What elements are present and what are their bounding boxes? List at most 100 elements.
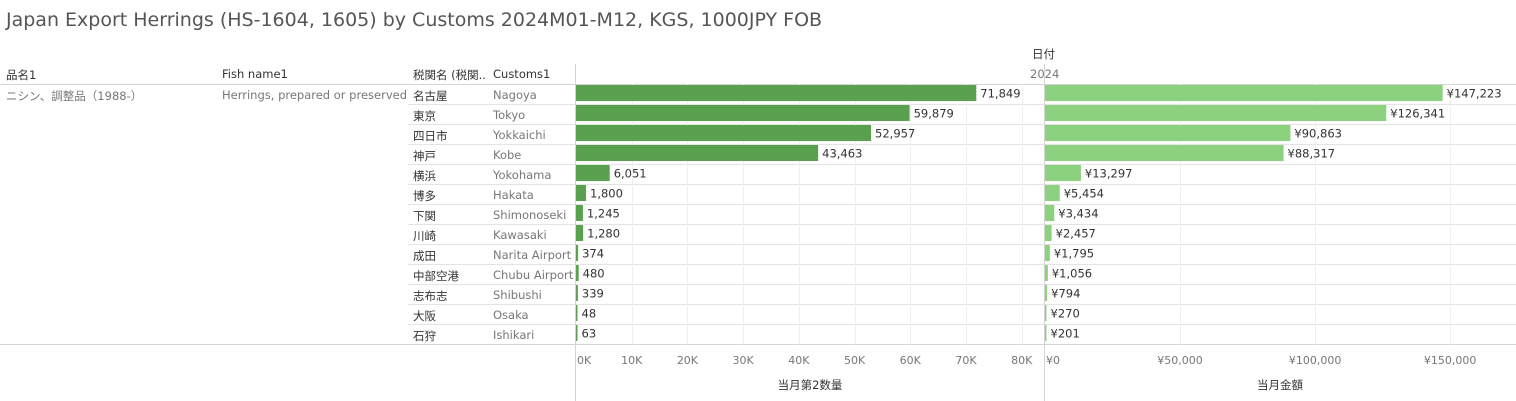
- customs-en-label: Nagoya: [493, 88, 537, 102]
- customs-en-label: Kawasaki: [493, 228, 547, 242]
- customs-jp-label: 成田: [413, 249, 436, 263]
- data-label: ¥2,457: [1056, 227, 1096, 241]
- customs-jp-label: 川崎: [413, 229, 436, 243]
- customs-jp-label: 名古屋: [413, 89, 448, 103]
- data-label: ¥5,454: [1064, 187, 1104, 201]
- bar: [576, 105, 910, 121]
- bar: [1045, 285, 1048, 301]
- product-name: ニシン、調整品（1988-）: [6, 89, 143, 103]
- customs-en-label: Shibushi: [493, 288, 542, 302]
- data-label: ¥201: [1051, 327, 1080, 341]
- tick-label: ¥0: [1046, 354, 1060, 367]
- data-label: 52,957: [875, 127, 915, 141]
- col-header-product[interactable]: 品名1: [6, 68, 37, 82]
- data-label: 59,879: [914, 107, 954, 121]
- customs-jp-label: 四日市: [413, 129, 448, 143]
- tick-label: 70K: [955, 354, 977, 367]
- customs-en-label: Hakata: [493, 188, 534, 202]
- tick-label: 0K: [577, 354, 592, 367]
- tick-label: 30K: [733, 354, 755, 367]
- bar: [576, 285, 578, 301]
- axis-title: 当月金額: [1257, 378, 1303, 392]
- bar: [576, 85, 977, 101]
- bar: [576, 145, 819, 161]
- bar: [576, 205, 583, 221]
- data-label: ¥3,434: [1058, 207, 1098, 221]
- customs-jp-label: 博多: [413, 189, 436, 203]
- date-header: 日付: [1032, 47, 1055, 61]
- bar: [576, 325, 578, 341]
- data-label: ¥1,795: [1054, 247, 1094, 261]
- data-label: ¥270: [1051, 307, 1080, 321]
- bar: [1045, 245, 1050, 261]
- data-label: ¥794: [1051, 287, 1080, 301]
- customs-en-label: Osaka: [493, 308, 529, 322]
- customs-en-label: Yokkaichi: [493, 128, 546, 142]
- data-label: 71,849: [980, 87, 1020, 101]
- bar: [1045, 205, 1055, 221]
- data-label: 1,800: [590, 187, 623, 201]
- chart-title: Japan Export Herrings (HS-1604, 1605) by…: [6, 9, 823, 31]
- customs-en-label: Narita Airport: [493, 248, 572, 262]
- data-label: ¥90,863: [1294, 127, 1342, 141]
- bar: [576, 225, 584, 241]
- bar: [1045, 225, 1052, 241]
- bar: [1045, 145, 1284, 161]
- bar: [1045, 305, 1047, 321]
- data-label: 374: [582, 247, 604, 261]
- data-label: ¥88,317: [1288, 147, 1336, 161]
- data-label: 63: [582, 327, 597, 341]
- tick-label: ¥50,000: [1157, 354, 1203, 367]
- customs-jp-label: 横浜: [413, 169, 436, 183]
- customs-en-label: Tokyo: [493, 108, 526, 122]
- bar: [576, 265, 579, 281]
- bar: [1045, 125, 1291, 141]
- data-label: 1,280: [587, 227, 620, 241]
- bar: [1045, 105, 1387, 121]
- data-label: ¥1,056: [1052, 267, 1092, 281]
- bar: [1045, 325, 1047, 341]
- bar: [576, 185, 587, 201]
- fish-name: Herrings, prepared or preserved: [222, 88, 408, 102]
- bar: [1045, 85, 1443, 101]
- tick-label: ¥150,000: [1424, 354, 1477, 367]
- data-label: 339: [582, 287, 604, 301]
- data-label: ¥126,341: [1390, 107, 1445, 121]
- bar: [1045, 165, 1081, 181]
- customs-en-label: Yokohama: [493, 168, 552, 182]
- data-label: 6,051: [614, 167, 647, 181]
- col-header-customs-jp[interactable]: 税関名 (税関..: [413, 68, 486, 82]
- customs-jp-label: 石狩: [413, 329, 436, 343]
- data-label: 1,245: [587, 207, 620, 221]
- data-label: ¥13,297: [1085, 167, 1133, 181]
- bar: [576, 305, 578, 321]
- tick-label: 40K: [788, 354, 810, 367]
- bar: [1045, 265, 1048, 281]
- data-label: 43,463: [822, 147, 862, 161]
- customs-jp-label: 志布志: [413, 289, 448, 303]
- data-label: ¥147,223: [1447, 87, 1502, 101]
- axis-title: 当月第2数量: [778, 378, 843, 392]
- customs-en-label: Kobe: [493, 148, 522, 162]
- customs-en-label: Ishikari: [493, 328, 535, 342]
- customs-jp-label: 中部空港: [413, 269, 459, 283]
- bar: [576, 245, 579, 261]
- customs-jp-label: 大阪: [413, 309, 436, 323]
- tick-label: 80K: [1011, 354, 1033, 367]
- bar: [576, 165, 610, 181]
- tick-label: ¥100,000: [1289, 354, 1342, 367]
- tick-label: 60K: [900, 354, 922, 367]
- data-label: 48: [582, 307, 597, 321]
- bar: [576, 125, 872, 141]
- col-header-customs-en[interactable]: Customs1: [493, 67, 551, 81]
- tick-label: 50K: [844, 354, 866, 367]
- customs-jp-label: 神戸: [413, 149, 436, 163]
- customs-en-label: Shimonoseki: [493, 208, 567, 222]
- customs-jp-label: 下関: [413, 209, 436, 223]
- bar: [1045, 185, 1060, 201]
- data-label: 480: [583, 267, 605, 281]
- tick-label: 10K: [621, 354, 643, 367]
- tick-label: 20K: [677, 354, 699, 367]
- col-header-fish[interactable]: Fish name1: [222, 67, 288, 81]
